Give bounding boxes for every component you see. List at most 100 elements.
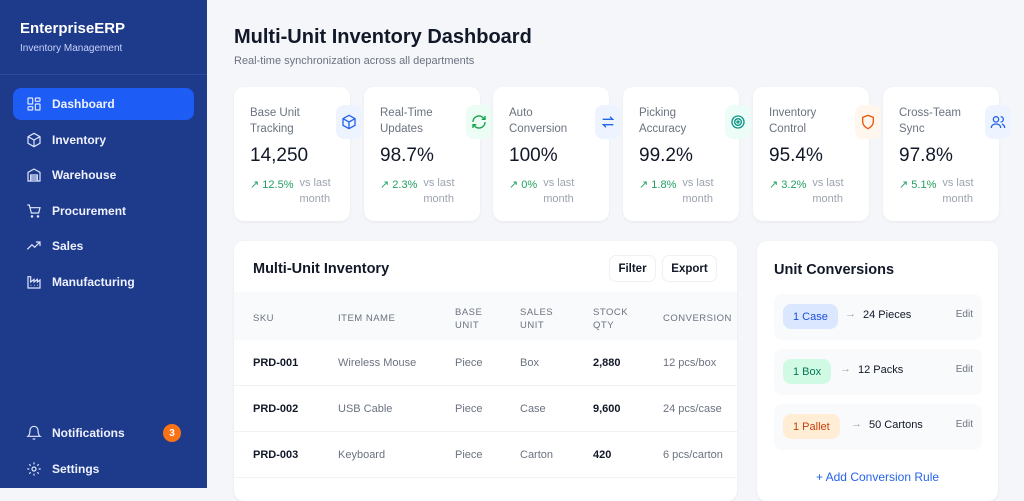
- conversions-panel: Unit Conversions 1 Case → 24 Pieces Edit…: [757, 241, 998, 501]
- table-cell: PRD-003: [253, 449, 299, 461]
- column-header[interactable]: BASE UNIT: [455, 307, 483, 331]
- brand-title: EnterpriseERP: [20, 20, 126, 37]
- conversion-row: 1 Box → 12 Packs Edit: [774, 349, 982, 395]
- to-unit: 50 Cartons: [869, 419, 923, 431]
- column-header[interactable]: STOCK QTY: [593, 307, 629, 331]
- notification-badge: 3: [163, 424, 181, 442]
- column-header[interactable]: ITEM NAME: [338, 313, 396, 324]
- inventory-panel: Multi-Unit Inventory Filter Export SKU I…: [234, 241, 737, 501]
- table-cell: Piece: [455, 403, 483, 415]
- table-cell: PRD-001: [253, 357, 299, 369]
- sidebar-item-label: Inventory: [52, 132, 107, 147]
- table-row[interactable]: PRD-002 USB Cable Piece Case 9,600 24 pcs/cas…: [234, 386, 737, 432]
- stat-card: Inventory Control 95.4% ↗ 3.2% vs last mo…: [753, 87, 881, 221]
- sidebar-item-sales[interactable]: Sales: [13, 230, 194, 262]
- gear-icon: [27, 461, 41, 476]
- trend-caption: vs last month: [682, 177, 714, 205]
- filter-button[interactable]: Filter: [609, 255, 656, 282]
- column-header[interactable]: CONVERSION: [663, 313, 732, 324]
- trend-up-icon: ↗: [380, 179, 393, 191]
- table-row[interactable]: PRD-001 Wireless Mouse Piece Box 2,880 12 pcs…: [234, 340, 737, 386]
- trend-up-icon: ↗: [509, 179, 522, 191]
- stat-value: 97.8%: [899, 145, 953, 166]
- table-cell: 6 pcs/carton: [663, 449, 723, 461]
- trend-indicator: ↗ 0%: [509, 177, 537, 207]
- trending-up-icon: [26, 241, 41, 250]
- sidebar-item-notifications[interactable]: Notifications 3: [13, 417, 194, 449]
- sidebar-item-procurement[interactable]: Procurement: [13, 195, 194, 227]
- to-unit: 24 Pieces: [863, 309, 912, 321]
- add-conversion-rule-link[interactable]: + Add Conversion Rule: [815, 470, 940, 484]
- stat-label: Base Unit Tracking: [250, 107, 300, 135]
- sidebar-item-settings[interactable]: Settings: [13, 453, 194, 485]
- table-cell: Wireless Mouse: [338, 357, 417, 369]
- stat-value: 14,250: [250, 145, 309, 166]
- from-unit-pill: 1 Pallet: [783, 414, 840, 439]
- stat-card: Base Unit Tracking 14,250 ↗ 12.5% vs last…: [234, 87, 362, 221]
- table-cell: USB Cable: [338, 403, 393, 415]
- sidebar-item-label: Warehouse: [52, 168, 117, 182]
- panel-title: Unit Conversions: [774, 262, 895, 278]
- export-button[interactable]: Export: [662, 255, 717, 282]
- table-cell: PRD-002: [253, 403, 299, 415]
- warehouse-icon: [27, 168, 41, 182]
- table-cell: Case: [520, 403, 546, 415]
- stat-value: 100%: [509, 145, 558, 166]
- trend-caption: vs last month: [942, 177, 974, 205]
- column-header[interactable]: SKU: [253, 313, 275, 324]
- sidebar-item-inventory[interactable]: Inventory: [13, 124, 194, 156]
- trend-value: 3.2%: [781, 179, 807, 191]
- stat-label: Real-Time Updates: [380, 107, 433, 135]
- sidebar-item-manufacturing[interactable]: Manufacturing: [13, 266, 194, 298]
- trend-indicator: ↗ 3.2%: [769, 177, 806, 207]
- edit-button[interactable]: Edit: [955, 364, 973, 375]
- trend-caption: vs last month: [423, 177, 455, 205]
- stat-label: Picking Accuracy: [639, 107, 687, 135]
- table-cell: Box: [520, 357, 539, 369]
- sidebar-item-warehouse[interactable]: Warehouse: [13, 159, 194, 191]
- cart-icon: [27, 203, 41, 218]
- sidebar: EnterpriseERP Inventory Management Dashb…: [0, 0, 207, 488]
- shield-icon: [855, 105, 881, 139]
- box-icon: [336, 105, 362, 139]
- conversion-row: 1 Case → 24 Pieces Edit: [774, 294, 982, 340]
- refresh-icon: [466, 105, 492, 139]
- stat-value: 99.2%: [639, 145, 693, 166]
- table-row[interactable]: PRD-003 Keyboard Piece Carton 420 6 pcs/carto…: [234, 432, 737, 478]
- stat-value: 98.7%: [380, 145, 434, 166]
- divider: [0, 74, 207, 75]
- trend-indicator: ↗ 1.8%: [639, 177, 676, 207]
- brand-subtitle: Inventory Management: [20, 43, 123, 54]
- table-cell: Keyboard: [338, 449, 386, 461]
- to-unit: 12 Packs: [858, 364, 904, 376]
- trend-value: 5.1%: [911, 179, 937, 191]
- target-icon: [725, 105, 751, 139]
- table-cell: Piece: [455, 449, 483, 461]
- trend-value: 2.3%: [392, 179, 418, 191]
- trend-value: 0%: [521, 179, 538, 191]
- page-subtitle: Real-time synchronization across all dep…: [234, 55, 475, 67]
- stat-label: Inventory Control: [769, 107, 817, 135]
- trend-indicator: ↗ 5.1%: [899, 177, 936, 207]
- trend-caption: vs last month: [812, 177, 844, 205]
- table-cell: 24 pcs/case: [663, 403, 722, 415]
- box-icon: [27, 132, 41, 147]
- sidebar-item-dashboard[interactable]: Dashboard: [13, 88, 194, 120]
- table-cell: 12 pcs/box: [663, 357, 717, 369]
- trend-up-icon: ↗: [639, 179, 652, 191]
- table-cell: 2,880: [593, 357, 621, 369]
- arrow-right-icon: →: [840, 363, 851, 375]
- trend-value: 12.5%: [262, 179, 294, 191]
- trend-up-icon: ↗: [250, 179, 263, 191]
- table-header: SKU ITEM NAME BASE UNIT SALES UNIT STOCK…: [234, 292, 737, 340]
- stat-card: Picking Accuracy 99.2% ↗ 1.8% vs last mon…: [623, 87, 751, 221]
- grid-icon: [27, 97, 41, 111]
- stat-value: 95.4%: [769, 145, 823, 166]
- factory-icon: [27, 275, 41, 289]
- trend-value: 1.8%: [651, 179, 677, 191]
- column-header[interactable]: SALES UNIT: [520, 307, 554, 331]
- edit-button[interactable]: Edit: [955, 419, 973, 430]
- sidebar-item-label: Dashboard: [52, 97, 115, 111]
- edit-button[interactable]: Edit: [955, 309, 973, 320]
- trend-up-icon: ↗: [899, 179, 912, 191]
